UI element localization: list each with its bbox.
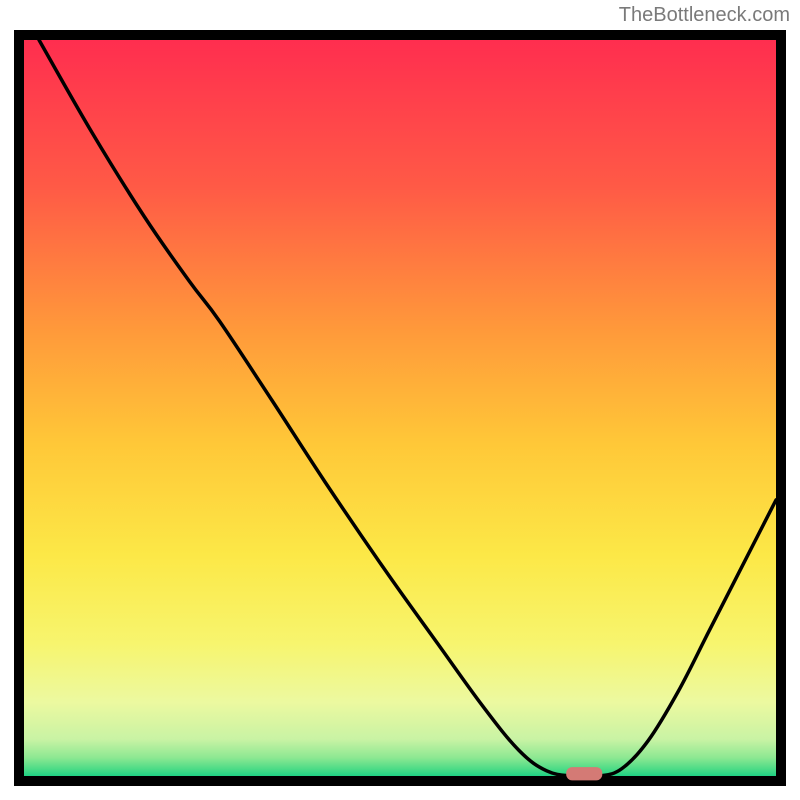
watermark-text: TheBottleneck.com (619, 4, 790, 27)
chart-svg (14, 30, 786, 786)
optimal-marker (566, 767, 602, 780)
chart-background (24, 40, 776, 776)
bottleneck-chart (14, 30, 786, 786)
